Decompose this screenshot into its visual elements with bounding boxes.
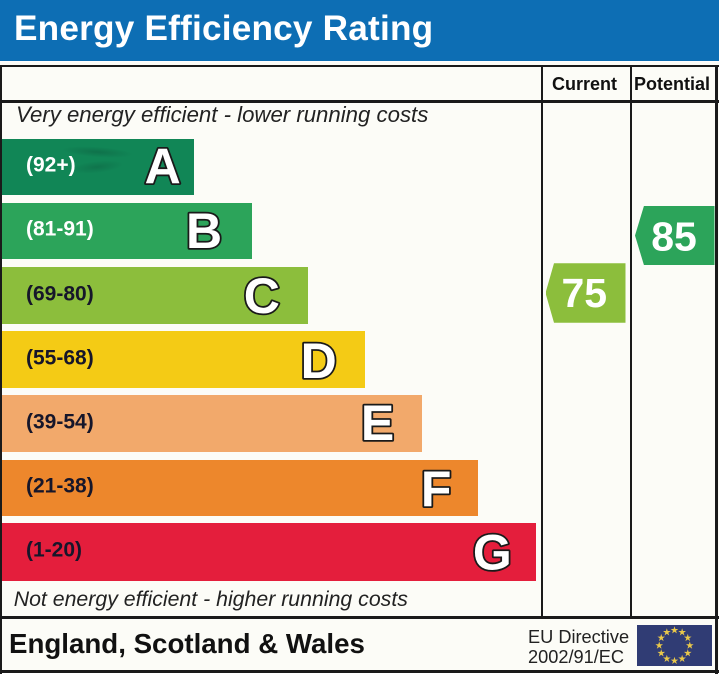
- svg-text:E: E: [361, 395, 394, 451]
- svg-text:C: C: [244, 268, 280, 324]
- svg-text:A: A: [145, 139, 181, 195]
- svg-text:B: B: [186, 203, 222, 259]
- svg-text:D: D: [301, 333, 337, 389]
- svg-text:F: F: [421, 461, 452, 517]
- svg-text:G: G: [473, 525, 512, 581]
